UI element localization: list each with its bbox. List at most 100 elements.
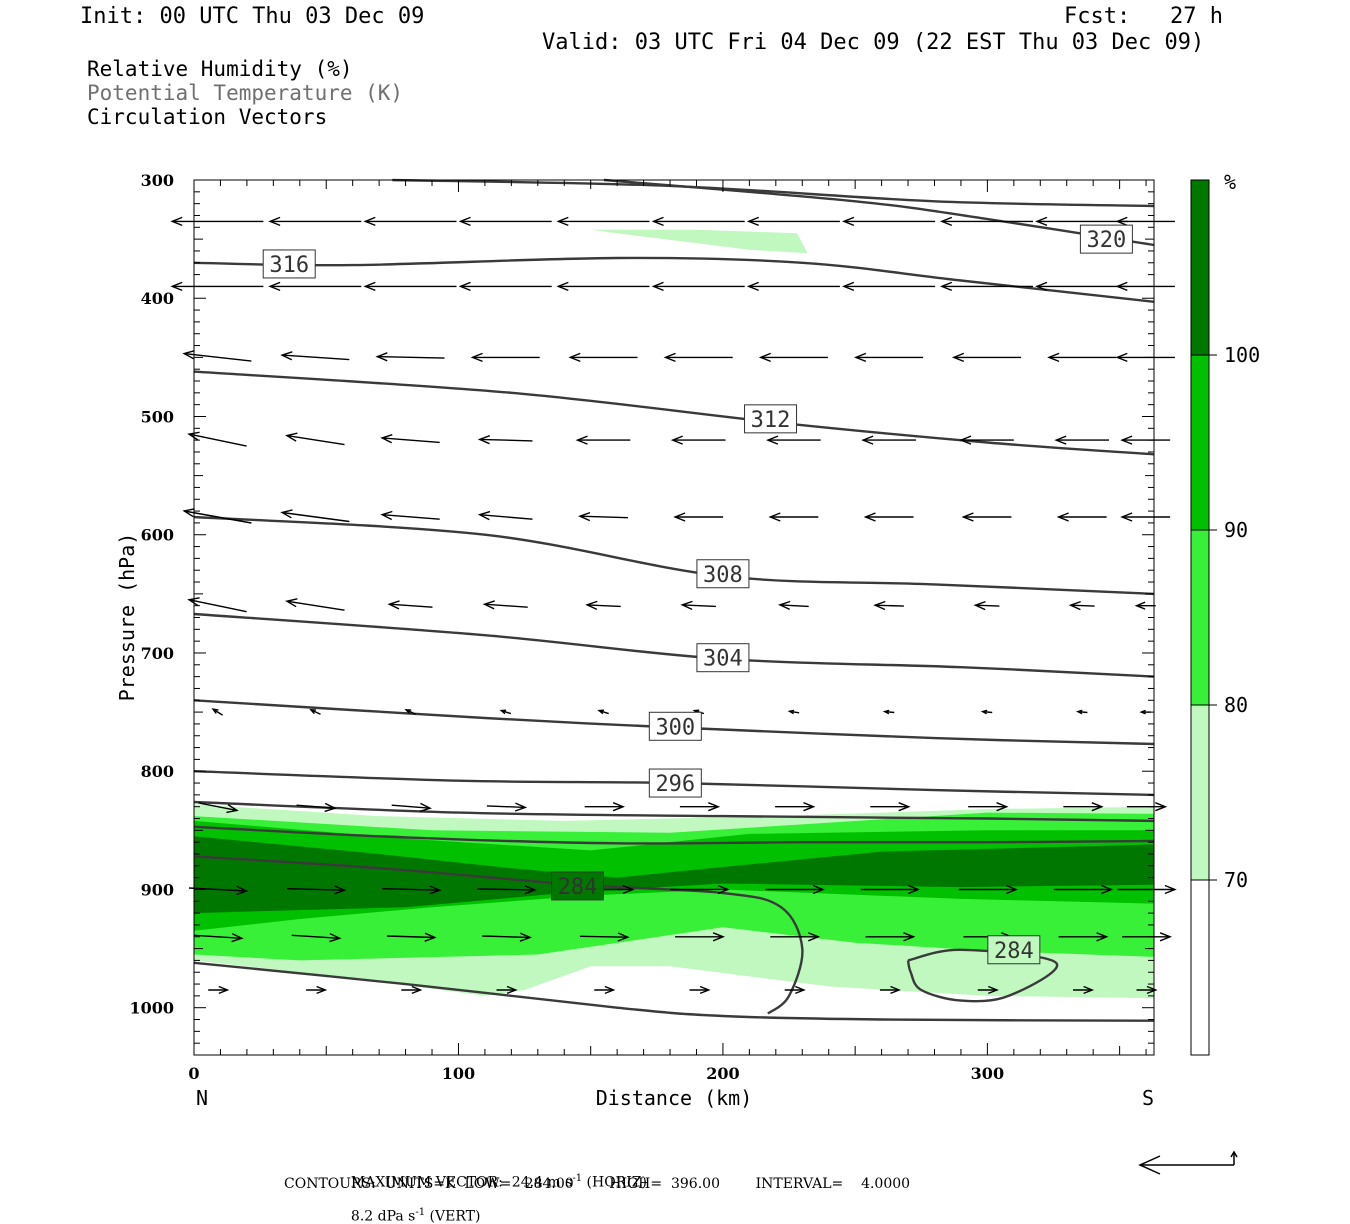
vector-arrow xyxy=(198,802,239,814)
vector-head xyxy=(803,802,816,812)
vector-head xyxy=(419,802,432,813)
vector-arrow xyxy=(1047,352,1117,363)
vector-arrow xyxy=(499,709,512,715)
vector-head xyxy=(812,884,825,895)
vector-arrow xyxy=(746,281,840,292)
vector-shaft xyxy=(291,934,340,939)
vector-arrow xyxy=(296,802,337,813)
vector-arrow xyxy=(363,216,457,227)
y-tick-label: 1000 xyxy=(129,999,174,1018)
y-tick-label: 900 xyxy=(141,880,174,899)
vector-head xyxy=(882,709,890,715)
x-tick-label: 200 xyxy=(706,1064,739,1083)
vector-arrow xyxy=(673,512,724,522)
vector-head xyxy=(951,352,965,363)
vector-head xyxy=(890,985,901,995)
vector-shaft xyxy=(286,600,345,611)
vector-arrow xyxy=(1063,802,1104,812)
vector-arrow xyxy=(1053,884,1114,895)
vector-head xyxy=(1083,985,1095,995)
vector-shaft xyxy=(975,604,1000,607)
vector-arrow xyxy=(961,512,1012,522)
vector-arrow xyxy=(187,597,247,613)
rh-region-70 xyxy=(590,229,808,254)
vector-arrow xyxy=(1056,512,1107,522)
vector-head xyxy=(1005,884,1019,895)
contour-label-box xyxy=(696,559,750,589)
vector-shaft xyxy=(188,433,247,447)
vector-arrow xyxy=(1115,216,1175,227)
contour-label-box xyxy=(744,404,798,434)
reference-vector xyxy=(1138,1150,1238,1175)
vector-head xyxy=(424,932,437,942)
vector-arrow xyxy=(375,352,445,362)
vector-arrow xyxy=(182,350,252,362)
vector-arrow xyxy=(1035,216,1129,227)
vector-head xyxy=(375,352,388,362)
theta-contour-280 xyxy=(193,961,1155,1022)
vector-head xyxy=(1096,932,1109,942)
field-theta-label: Potential Temperature (K) xyxy=(87,81,404,105)
vector-head xyxy=(651,216,664,227)
vector-arrow xyxy=(689,985,711,995)
vector-shaft xyxy=(875,604,904,607)
vector-head xyxy=(236,885,249,896)
vector-arrow xyxy=(268,216,362,227)
vector-arrow xyxy=(386,932,437,942)
vector-head xyxy=(1115,281,1128,292)
vector-arrow xyxy=(486,802,528,812)
vector-head xyxy=(1091,802,1104,812)
vector-arrow xyxy=(458,216,552,227)
vector-shaft xyxy=(386,935,435,939)
vector-shaft xyxy=(382,888,440,891)
vector-arrow xyxy=(958,884,1019,895)
y-tick-label: 800 xyxy=(141,762,174,781)
vector-head xyxy=(712,932,725,942)
vector-head xyxy=(316,985,328,995)
vector-head xyxy=(988,985,999,995)
x-end-label-south: S xyxy=(1142,1086,1154,1110)
vector-head xyxy=(458,281,471,292)
contour-label-box xyxy=(262,249,316,279)
vector-head xyxy=(329,932,342,943)
vector-head xyxy=(280,351,293,361)
vector-arrow xyxy=(477,510,533,521)
vector-arrow xyxy=(854,352,924,363)
vector-arrow xyxy=(578,511,628,522)
vector-arrow xyxy=(477,885,537,895)
vector-head xyxy=(808,932,821,942)
vector-arrow xyxy=(285,598,345,611)
contour-label-box xyxy=(648,711,702,741)
vector-head xyxy=(908,884,921,895)
vector-arrow xyxy=(286,885,347,895)
vector-head xyxy=(514,802,528,812)
vector-head xyxy=(182,350,195,360)
vector-head xyxy=(285,598,298,608)
theta-contour-288 xyxy=(193,825,1155,845)
vector-head xyxy=(898,802,911,812)
vector-head xyxy=(973,600,986,611)
colorbar: 70 80 90 100 xyxy=(1190,179,1260,1056)
vector-head xyxy=(1054,435,1067,445)
field-rh-label: Relative Humidity (%) xyxy=(87,57,353,81)
vector-head xyxy=(499,709,507,715)
vector-arrow xyxy=(556,216,650,227)
horiz-exponent: -1 xyxy=(572,1173,583,1184)
y-tick-label: 500 xyxy=(141,407,174,426)
vector-arrow xyxy=(182,508,252,524)
vector-head xyxy=(1159,932,1172,942)
vector-arrow xyxy=(679,802,721,812)
contour-labels: 320 316 312 308 304 300 296 284 284 xyxy=(262,224,1133,965)
vector-arrow xyxy=(363,281,457,292)
vector-head xyxy=(959,435,972,445)
vector-head xyxy=(854,352,867,363)
vector-arrow xyxy=(585,600,621,611)
colorbar-frame xyxy=(1190,179,1210,1056)
vector-head xyxy=(170,216,183,227)
vector-head xyxy=(1155,802,1168,812)
vector-shaft xyxy=(479,438,533,442)
colorbar-segment xyxy=(1191,355,1209,530)
vector-arrow xyxy=(1122,932,1172,942)
vector-head xyxy=(182,508,195,518)
contour-label-312: 312 xyxy=(751,408,791,433)
